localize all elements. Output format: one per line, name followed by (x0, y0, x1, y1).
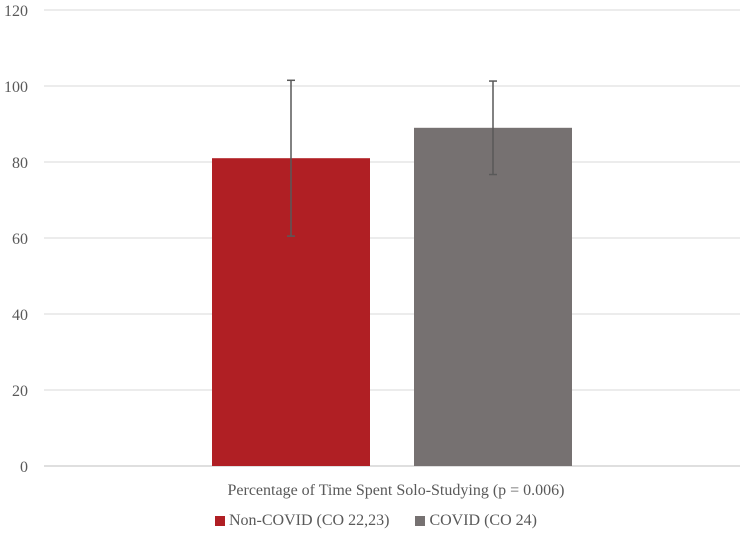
error-bars (287, 79, 497, 237)
y-tick-label-0: 0 (20, 459, 28, 476)
legend-item-covid: COVID (CO 24) (415, 512, 537, 530)
y-tick-label-40: 40 (12, 307, 28, 324)
legend-item-non-covid: Non-COVID (CO 22,23) (215, 512, 389, 530)
y-tick-label-120: 120 (4, 3, 28, 20)
gridlines (44, 9, 740, 467)
error-bar-0 (287, 79, 295, 237)
y-tick-label-20: 20 (12, 383, 28, 400)
legend: Non-COVID (CO 22,23) COVID (CO 24) (0, 512, 752, 530)
x-axis-category-label: Percentage of Time Spent Solo-Studying (… (227, 482, 564, 499)
y-tick-label-100: 100 (4, 79, 28, 96)
bar-1 (414, 127, 572, 467)
y-axis-ticks: 0 20 40 60 80 100 120 (4, 3, 28, 476)
legend-label-covid: COVID (CO 24) (429, 512, 537, 529)
legend-label-non-covid: Non-COVID (CO 22,23) (229, 512, 390, 529)
y-tick-label-60: 60 (12, 231, 28, 248)
bars (212, 127, 572, 467)
y-tick-label-80: 80 (12, 155, 28, 172)
legend-swatch-non-covid (215, 516, 225, 526)
error-bar-1 (489, 80, 497, 176)
legend-swatch-covid (415, 516, 426, 526)
